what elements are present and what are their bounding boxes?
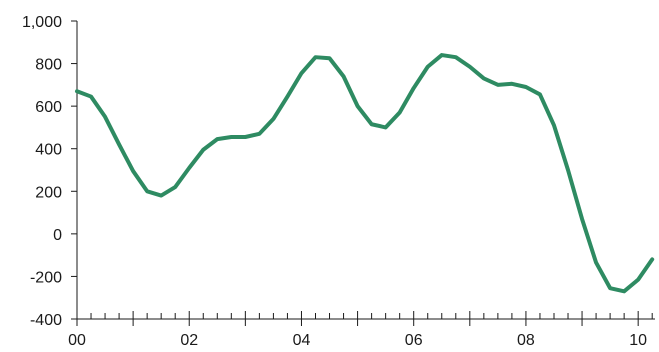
series-line <box>75 53 655 294</box>
y-axis: 1,000 800 600 400 200 0 -200 -400 <box>22 14 78 329</box>
y-tick-label: 1,000 <box>22 14 62 31</box>
x-tick-label: 00 <box>68 332 86 349</box>
y-tick-label: 600 <box>35 99 62 116</box>
x-tick-label: 04 <box>293 332 311 349</box>
y-tick-label: 0 <box>53 227 62 244</box>
x-tick-label: 08 <box>517 332 535 349</box>
y-tick-label: 200 <box>35 184 62 201</box>
y-tick-label: -400 <box>30 312 62 329</box>
y-tick-label: 400 <box>35 142 62 159</box>
x-tick-label: 02 <box>180 332 198 349</box>
y-tick-label: -200 <box>30 269 62 286</box>
y-tick-label: 800 <box>35 57 62 74</box>
x-tick-label: 06 <box>405 332 423 349</box>
x-tick-label: 10 <box>629 332 647 349</box>
x-axis: 00 02 04 06 08 10 <box>68 311 655 349</box>
